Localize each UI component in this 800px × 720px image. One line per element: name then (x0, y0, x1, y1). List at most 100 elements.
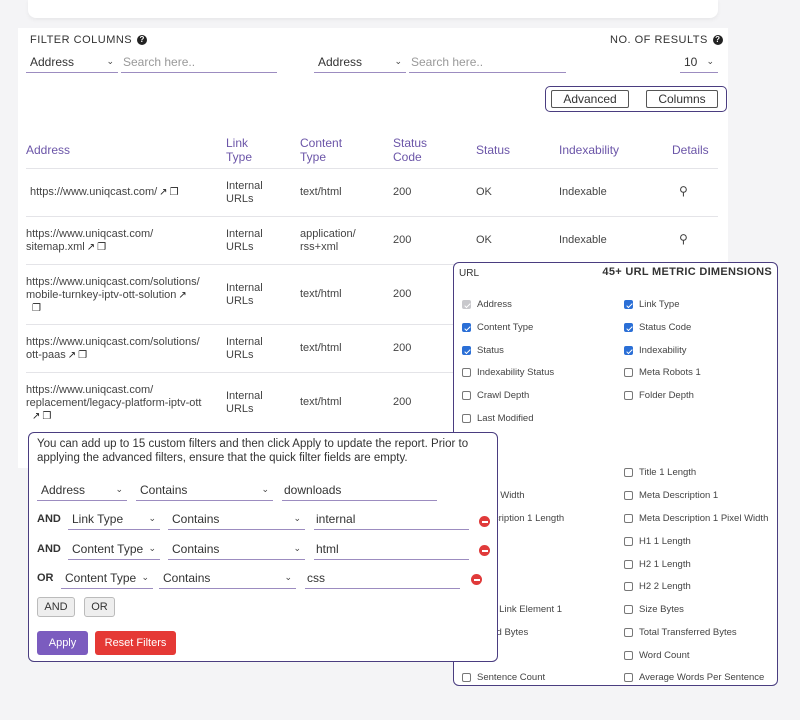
copy-icon[interactable]: ❐ (42, 411, 52, 422)
checkbox-checked-icon[interactable] (624, 346, 633, 355)
external-link-icon[interactable]: ↗ (178, 290, 187, 301)
filter-operator-select[interactable]: Contains ⌄ (159, 567, 296, 589)
checkbox-empty-icon[interactable] (624, 673, 633, 682)
filter-operator-select[interactable]: Contains ⌄ (168, 508, 305, 530)
row-4-link-type: Internal URLs (226, 336, 263, 361)
column-checkbox[interactable]: Size Bytes (624, 604, 684, 615)
checkbox-empty-icon[interactable] (624, 628, 633, 637)
filter-value-input[interactable]: css (305, 567, 460, 589)
columns-button[interactable]: Columns (646, 90, 718, 108)
filter-conjunction: OR (37, 572, 54, 584)
copy-icon[interactable]: ❐ (169, 187, 179, 198)
remove-filter-icon[interactable] (479, 545, 490, 556)
toolbar-button-group: Advanced Columns (545, 86, 727, 112)
column-select-right[interactable]: Address ⌄ (314, 51, 406, 73)
external-link-icon[interactable]: ↗ (159, 187, 168, 198)
column-checkbox[interactable]: Word Count (624, 650, 690, 661)
checkbox-empty-icon[interactable] (624, 491, 633, 500)
search-icon[interactable]: ⚲ (679, 184, 688, 198)
filter-field-select[interactable]: Content Type ⌄ (68, 538, 160, 560)
row-2-indexability: Indexable (559, 234, 607, 246)
copy-icon[interactable]: ❐ (32, 303, 41, 314)
copy-icon[interactable]: ❐ (78, 350, 88, 361)
column-checkbox[interactable]: Link Type (624, 299, 680, 310)
column-checkbox[interactable]: H2 1 Length (624, 559, 691, 570)
filter-operator-select[interactable]: Contains ⌄ (168, 538, 305, 560)
column-checkbox[interactable]: Address (462, 299, 512, 310)
header-status[interactable]: Status (476, 143, 511, 157)
filter-value-input[interactable]: html (314, 538, 469, 560)
add-or-button[interactable]: OR (84, 597, 115, 617)
header-indexability[interactable]: Indexability (559, 143, 620, 157)
column-checkbox[interactable]: Indexability (624, 345, 687, 356)
column-checkbox[interactable]: Content Type (462, 322, 533, 333)
header-status-code[interactable]: Status Code (393, 136, 428, 164)
column-select-left[interactable]: Address ⌄ (26, 51, 118, 73)
copy-icon[interactable]: ❐ (97, 242, 107, 253)
column-checkbox[interactable]: Sentence Count (462, 672, 545, 683)
external-link-icon[interactable]: ↗ (67, 350, 77, 361)
checkbox-checked-icon[interactable] (624, 300, 633, 309)
search-input-right[interactable]: Search here.. (409, 51, 566, 73)
checkbox-empty-icon[interactable] (462, 368, 471, 377)
search-icon[interactable]: ⚲ (679, 232, 688, 246)
column-checkbox[interactable]: H1 1 Length (624, 536, 691, 547)
header-link-type[interactable]: Link Type (226, 136, 253, 164)
column-checkbox[interactable]: Status (462, 345, 504, 356)
row-4-content-type: text/html (300, 342, 342, 354)
column-checkbox[interactable]: Title 1 Length (624, 467, 696, 478)
chevron-down-icon: ⌄ (293, 513, 301, 523)
checkbox-empty-icon[interactable] (624, 368, 633, 377)
header-content-type[interactable]: Content Type (300, 136, 343, 164)
checkbox-empty-icon[interactable] (624, 605, 633, 614)
apply-button[interactable]: Apply (37, 631, 88, 655)
external-link-icon[interactable]: ↗ (32, 411, 41, 422)
remove-filter-icon[interactable] (471, 574, 482, 585)
column-checkbox-label: Size Bytes (639, 604, 684, 615)
filter-field-select[interactable]: Link Type ⌄ (68, 508, 160, 530)
column-checkbox[interactable]: Indexability Status (462, 367, 554, 378)
filter-value-input[interactable]: internal (314, 508, 469, 530)
column-checkbox[interactable]: Meta Description 1 Pixel Width (624, 513, 768, 524)
column-checkbox[interactable]: Status Code (624, 322, 691, 333)
filter-field-select[interactable]: Content Type ⌄ (61, 567, 153, 589)
checkbox-empty-icon[interactable] (624, 514, 633, 523)
external-link-icon[interactable]: ↗ (86, 242, 96, 253)
header-address[interactable]: Address (26, 143, 71, 157)
checkbox-checked-icon[interactable] (624, 323, 633, 332)
checkbox-empty-icon[interactable] (624, 582, 633, 591)
checkbox-empty-icon[interactable] (624, 560, 633, 569)
remove-filter-icon[interactable] (479, 516, 490, 527)
column-checkbox[interactable]: Total Transferred Bytes (624, 627, 737, 638)
column-checkbox-label: H2 2 Length (639, 581, 691, 592)
filter-value-input[interactable]: downloads (282, 479, 437, 501)
checkbox-checked-icon[interactable] (462, 300, 471, 309)
reset-filters-button[interactable]: Reset Filters (95, 631, 176, 655)
column-checkbox[interactable]: H2 2 Length (624, 581, 691, 592)
column-checkbox[interactable]: Crawl Depth (462, 390, 529, 401)
search-input-left[interactable]: Search here.. (121, 51, 277, 73)
column-checkbox[interactable]: Folder Depth (624, 390, 694, 401)
filter-field-select[interactable]: Address ⌄ (37, 479, 127, 501)
help-icon[interactable]: ? (712, 35, 723, 45)
checkbox-checked-icon[interactable] (462, 323, 471, 332)
checkbox-empty-icon[interactable] (624, 468, 633, 477)
checkbox-empty-icon[interactable] (462, 414, 471, 423)
checkbox-empty-icon[interactable] (462, 391, 471, 400)
column-checkbox[interactable]: Last Modified (462, 413, 534, 424)
advanced-button[interactable]: Advanced (551, 90, 629, 108)
checkbox-empty-icon[interactable] (624, 391, 633, 400)
checkbox-checked-icon[interactable] (462, 346, 471, 355)
help-icon[interactable]: ? (137, 35, 148, 45)
column-checkbox[interactable]: Meta Robots 1 (624, 367, 701, 378)
column-checkbox[interactable]: Average Words Per Sentence (624, 672, 764, 683)
checkbox-empty-icon[interactable] (624, 537, 633, 546)
results-select[interactable]: 10 ⌄ (680, 51, 718, 73)
row-4-status-code: 200 (393, 342, 412, 354)
column-checkbox[interactable]: Meta Description 1 (624, 490, 718, 501)
filter-operator-select[interactable]: Contains ⌄ (136, 479, 273, 501)
chevron-down-icon: ⌄ (261, 484, 269, 494)
add-and-button[interactable]: AND (37, 597, 75, 617)
checkbox-empty-icon[interactable] (624, 651, 633, 660)
checkbox-empty-icon[interactable] (462, 673, 471, 682)
